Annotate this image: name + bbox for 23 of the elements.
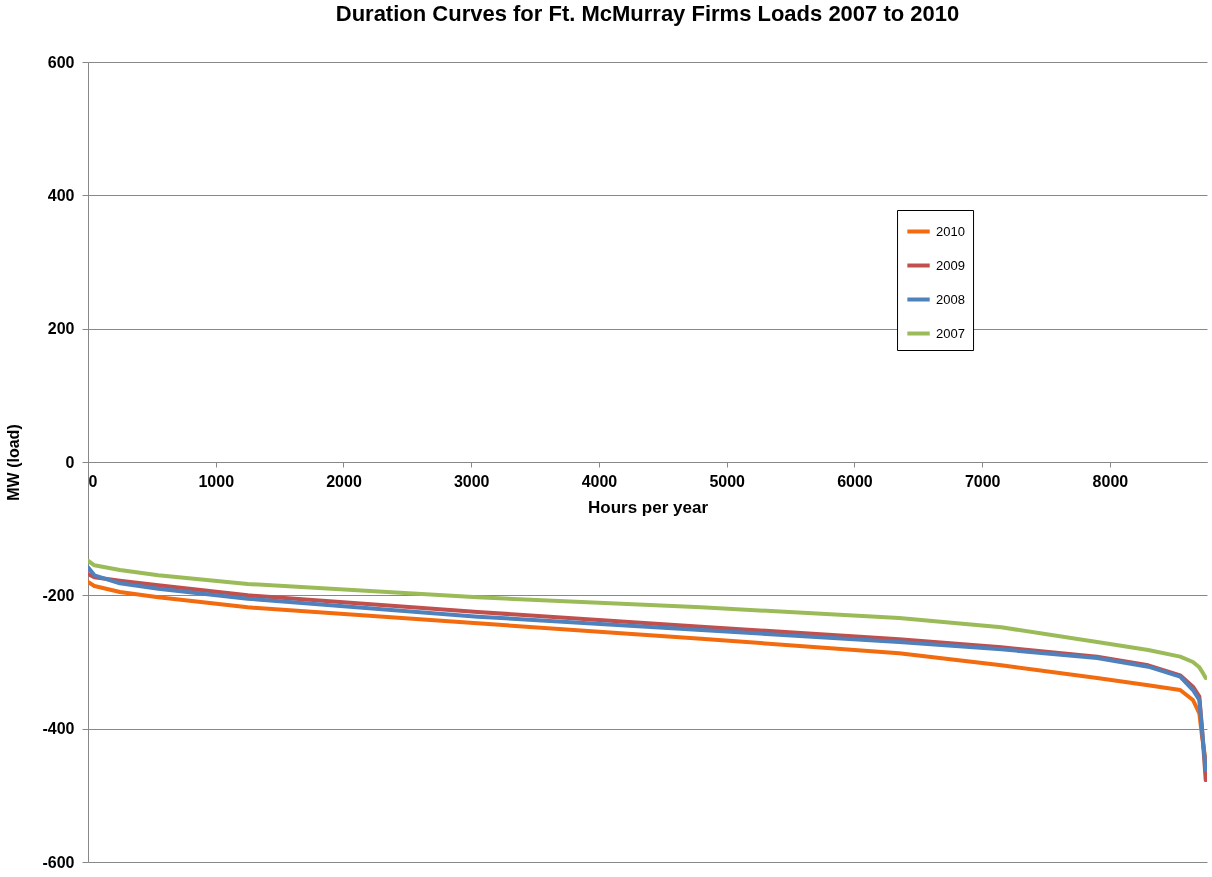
y-tick-label: -200: [42, 586, 75, 604]
x-tick-label: 2000: [326, 472, 362, 490]
legend-label: 2007: [936, 325, 965, 341]
y-tick-label: -600: [42, 853, 75, 871]
x-tick-label: 5000: [709, 472, 746, 490]
x-tick-label: 8000: [1092, 472, 1129, 490]
chart-title: Duration Curves for Ft. McMurray Firms Loads 2007 to 2010: [335, 1, 960, 26]
y-axis-title: MW (load): [5, 424, 23, 501]
y-tick-label: -400: [42, 720, 75, 738]
y-tick-label: 0: [65, 453, 75, 471]
x-axis-title: Hours per year: [588, 497, 709, 517]
legend-label: 2008: [936, 291, 965, 307]
legend-label: 2010: [936, 223, 965, 239]
x-tick-label: 4000: [581, 472, 618, 490]
y-tick-label: 600: [47, 53, 75, 71]
y-tick-label: 400: [47, 186, 75, 204]
legend-label: 2009: [936, 257, 965, 273]
x-tick-label: 0: [88, 472, 98, 490]
x-tick-label: 6000: [837, 472, 873, 490]
x-tick-label: 7000: [964, 472, 1001, 490]
x-tick-label: 3000: [453, 472, 490, 490]
y-tick-label: 200: [47, 320, 75, 338]
x-tick-label: 1000: [198, 472, 235, 490]
